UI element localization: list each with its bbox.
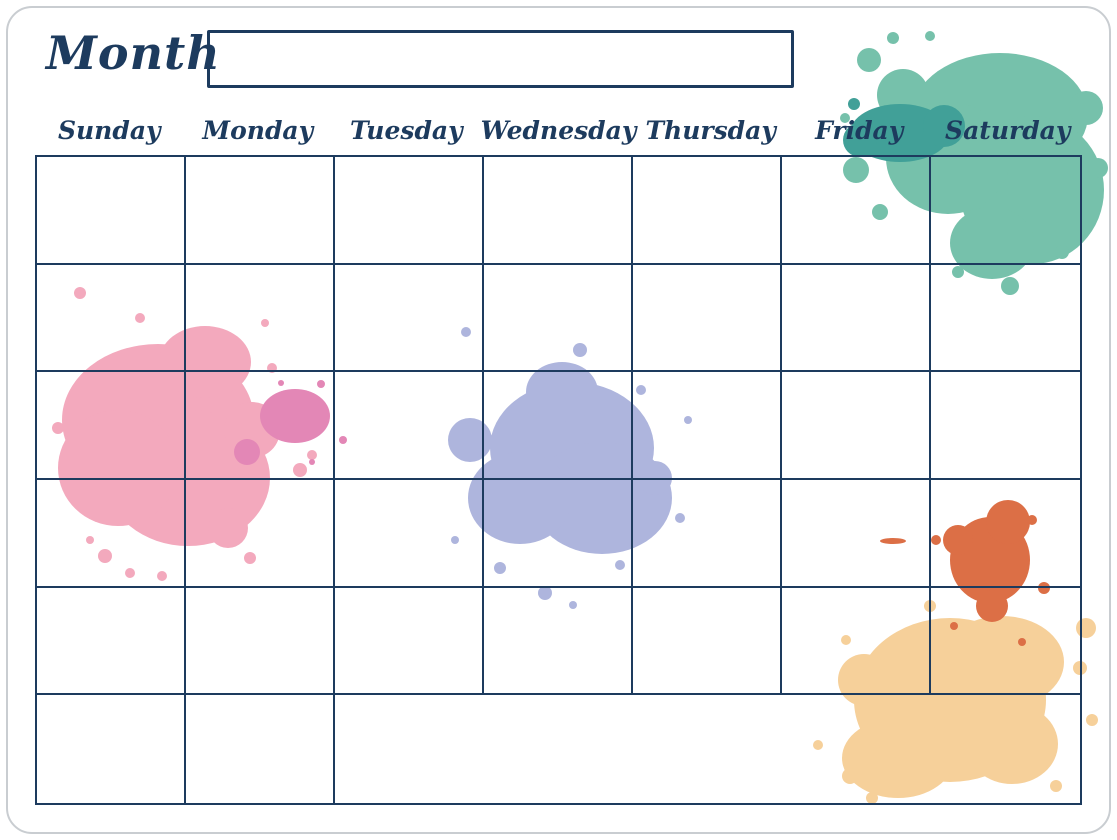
- day-header-thursday: Thursday: [645, 115, 776, 145]
- calendar-cell[interactable]: [37, 479, 186, 588]
- orange-splash: [880, 500, 1050, 646]
- calendar-cell-merged[interactable]: [335, 695, 1080, 803]
- calendar-cell[interactable]: [633, 372, 782, 480]
- calendar-cell[interactable]: [37, 587, 186, 696]
- calendar-cell[interactable]: [633, 587, 782, 696]
- calendar-cell[interactable]: [633, 479, 782, 588]
- pink-splash: [52, 287, 317, 581]
- calendar-cell[interactable]: [633, 157, 782, 265]
- calendar-cell[interactable]: [335, 264, 484, 373]
- calendar-cell[interactable]: [186, 157, 335, 265]
- calendar-cell[interactable]: [37, 157, 186, 265]
- magenta-splash: [234, 380, 347, 465]
- calendar-cell[interactable]: [335, 157, 484, 265]
- periwinkle-splash: [448, 327, 692, 609]
- peach-splash: [813, 600, 1098, 804]
- calendar-cell[interactable]: [931, 157, 1080, 265]
- calendar-cell[interactable]: [186, 372, 335, 480]
- calendar-cell[interactable]: [37, 695, 186, 803]
- calendar-cell[interactable]: [782, 157, 931, 265]
- calendar-cell[interactable]: [782, 479, 931, 588]
- day-header-wednesday: Wednesday: [480, 115, 637, 145]
- calendar-cell[interactable]: [931, 588, 1080, 696]
- calendar-cell[interactable]: [335, 479, 484, 588]
- calendar-cell[interactable]: [484, 479, 633, 588]
- month-label: Month: [46, 26, 221, 80]
- calendar-cell[interactable]: [186, 695, 335, 803]
- day-header-saturday: Saturday: [945, 115, 1071, 145]
- calendar-cell[interactable]: [186, 479, 335, 588]
- calendar-cell[interactable]: [37, 264, 186, 373]
- calendar-cell[interactable]: [484, 264, 633, 373]
- day-header-friday: Friday: [815, 115, 904, 145]
- calendar-cell[interactable]: [484, 587, 633, 696]
- day-header-monday: Monday: [202, 115, 314, 145]
- calendar-cell[interactable]: [782, 264, 931, 373]
- month-input[interactable]: [207, 30, 794, 88]
- calendar-cell[interactable]: [335, 587, 484, 696]
- calendar-cell[interactable]: [782, 587, 931, 696]
- splash-art-layer: [6, 6, 1111, 834]
- day-header-sunday: Sunday: [57, 115, 161, 145]
- calendar-cell[interactable]: [931, 372, 1080, 480]
- calendar-cell[interactable]: [931, 480, 1080, 588]
- calendar-cell[interactable]: [633, 264, 782, 373]
- day-header-tuesday: Tuesday: [349, 115, 463, 145]
- splash-art: [52, 31, 1108, 804]
- teal-dark-splash: [843, 98, 965, 162]
- calendar-grid: [35, 155, 1082, 805]
- calendar-cell[interactable]: [335, 372, 484, 480]
- calendar-cell[interactable]: [186, 587, 335, 696]
- calendar-cell[interactable]: [931, 265, 1080, 373]
- calendar-cell[interactable]: [186, 264, 335, 373]
- calendar-cell[interactable]: [37, 372, 186, 480]
- day-header-row: Sunday Monday Tuesday Wednesday Thursday…: [35, 108, 1082, 152]
- calendar-cell[interactable]: [782, 372, 931, 480]
- calendar-cell[interactable]: [484, 157, 633, 265]
- calendar-cell[interactable]: [484, 372, 633, 480]
